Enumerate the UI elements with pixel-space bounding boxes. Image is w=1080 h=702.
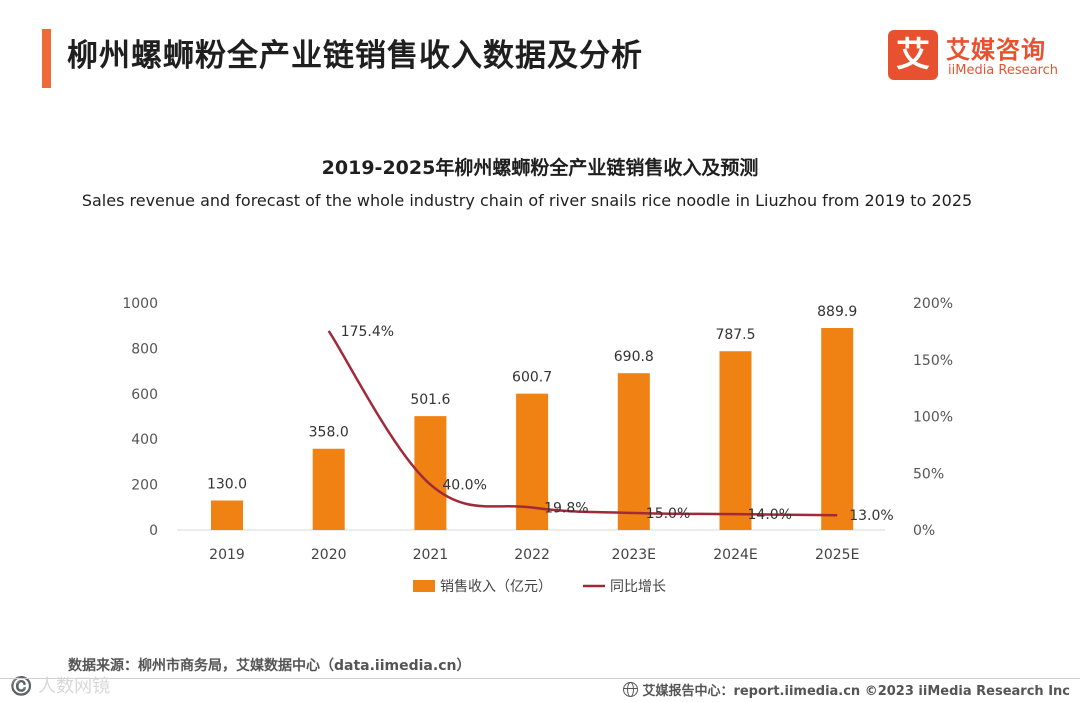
y-tick-label: 800	[131, 341, 158, 357]
bar	[211, 500, 243, 530]
y-tick-label: 200	[131, 478, 158, 494]
logo-icon: 艾	[888, 30, 938, 80]
logo-english-name: iiMedia Research	[948, 63, 1059, 78]
y-tick-label: 600	[131, 387, 158, 403]
globe-icon	[623, 682, 639, 697]
growth-value-label: 19.8%	[544, 501, 588, 517]
logo-chinese-name: 艾媒咨询	[946, 36, 1046, 64]
footer-divider	[0, 678, 1080, 679]
iimedia-logo: 艾 艾媒咨询 iiMedia Research	[888, 30, 1063, 82]
x-tick-label: 2020	[311, 547, 347, 563]
x-tick-label: 2021	[413, 547, 449, 563]
x-tick-label: 2024E	[713, 547, 757, 563]
y2-tick-label: 0%	[913, 523, 935, 539]
chart-title: 2019-2025年柳州螺蛳粉全产业链销售收入及预测	[321, 157, 759, 179]
bar	[312, 448, 345, 530]
growth-value-label: 15.0%	[646, 506, 690, 522]
bar-value-label: 787.5	[715, 327, 755, 343]
x-tick-label: 2025E	[815, 547, 859, 563]
growth-value-label: 175.4%	[341, 324, 394, 340]
data-source-note: 数据来源：柳州市商务局，艾媒数据中心（data.iimedia.cn）	[68, 658, 471, 674]
x-tick-label: 2023E	[612, 547, 656, 563]
growth-value-label: 14.0%	[748, 507, 792, 523]
x-tick-label: 2019	[209, 547, 245, 563]
footer: 艾媒报告中心：report.iimedia.cn ©2023 iiMedia R…	[623, 680, 1070, 699]
bar	[821, 327, 854, 530]
y-tick-label: 400	[131, 432, 158, 448]
chart-subtitle: Sales revenue and forecast of the whole …	[81, 191, 973, 210]
bar	[617, 373, 650, 530]
growth-line	[327, 330, 838, 517]
legend-line-label: 同比增长	[610, 579, 666, 595]
title-accent-bar	[42, 29, 51, 88]
watermark: ©️ 人数网镜	[10, 676, 111, 697]
page-title: 柳州螺蛳粉全产业链销售收入数据及分析	[67, 38, 643, 74]
y2-tick-label: 100%	[913, 410, 953, 426]
x-tick-label: 2022	[514, 547, 550, 563]
footer-text: 艾媒报告中心：report.iimedia.cn ©2023 iiMedia R…	[642, 684, 1070, 699]
y-tick-label: 0	[149, 523, 158, 539]
legend-bar-swatch	[413, 580, 435, 592]
y2-tick-label: 150%	[913, 353, 953, 369]
growth-value-label: 40.0%	[442, 478, 486, 494]
y2-tick-label: 50%	[913, 466, 944, 482]
y2-tick-label: 200%	[913, 296, 953, 312]
bar	[719, 351, 752, 530]
growth-value-label: 13.0%	[849, 508, 893, 524]
legend-bar-label: 销售收入（亿元）	[440, 579, 552, 595]
bar-value-label: 600.7	[512, 370, 552, 386]
bar-value-label: 690.8	[614, 349, 654, 365]
bar-value-label: 358.0	[309, 425, 349, 441]
bar-value-label: 889.9	[817, 304, 857, 320]
y-tick-label: 1000	[122, 296, 158, 312]
bar-value-label: 130.0	[207, 476, 247, 492]
bar-value-label: 501.6	[410, 392, 450, 408]
